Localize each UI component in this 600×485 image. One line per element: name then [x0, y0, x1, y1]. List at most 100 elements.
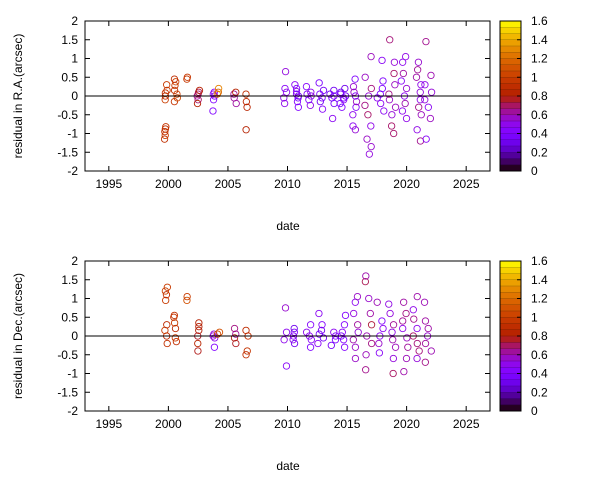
data-point — [354, 328, 362, 336]
data-point — [413, 66, 422, 74]
x-tick-label: 2005 — [215, 177, 242, 191]
x-tick-label: 1995 — [95, 417, 122, 431]
data-point — [385, 300, 393, 308]
y-tick-label: 2 — [71, 14, 78, 28]
data-point — [280, 99, 289, 108]
data-point — [290, 324, 298, 333]
dec-colorbar: 0 0.2 0.4 0.6 0.8 1 1.2 1.4 1.6 — [499, 254, 548, 418]
dec-residual-panel: residual in Dec.(arcsec) date 1995 2000 20… — [11, 254, 548, 473]
data-point — [361, 73, 369, 81]
data-point — [402, 114, 411, 123]
data-point — [421, 317, 430, 325]
colorbar-band — [500, 361, 521, 368]
data-point — [416, 88, 424, 96]
colorbar-band — [500, 267, 521, 274]
data-point — [362, 272, 370, 280]
data-point — [282, 88, 291, 96]
data-point — [340, 96, 348, 104]
data-point — [413, 339, 421, 348]
data-point — [410, 315, 418, 323]
colorbar-band — [500, 398, 521, 406]
data-point — [409, 306, 417, 314]
data-point — [362, 366, 370, 374]
data-point — [398, 58, 407, 66]
colorbar-band — [500, 273, 521, 281]
data-point — [404, 343, 412, 351]
data-point — [350, 309, 358, 318]
data-point — [391, 103, 400, 111]
colorbar-tick-label: 0.2 — [531, 145, 548, 159]
data-point — [338, 103, 346, 111]
data-point — [389, 369, 397, 378]
data-point — [163, 339, 171, 348]
data-point — [427, 88, 436, 96]
colorbar-tick-label: 1.2 — [531, 292, 548, 306]
dec-x-axis-label: date — [276, 459, 300, 473]
ra-x-axis-label: date — [276, 219, 300, 233]
data-point — [339, 336, 348, 344]
colorbar-band — [500, 64, 521, 72]
data-point — [379, 77, 387, 85]
data-point — [183, 73, 192, 81]
data-point — [361, 101, 369, 110]
data-point — [289, 336, 297, 344]
data-point — [402, 309, 410, 318]
data-point — [160, 135, 169, 143]
y-tick-label: -0.5 — [57, 348, 78, 362]
data-point — [230, 324, 239, 333]
colorbar-band — [500, 354, 521, 362]
data-point — [317, 326, 326, 335]
data-point — [243, 347, 251, 355]
colorbar-band — [500, 77, 521, 84]
colorbar-band — [500, 71, 521, 78]
data-point — [378, 317, 386, 325]
colorbar-band — [500, 108, 521, 116]
data-point — [337, 88, 345, 96]
data-point — [232, 88, 240, 96]
dec-axis-ticks: 1995 2000 2005 2010 2015 2020 2025 -2 -1.5 -1 -0.5… — [57, 254, 490, 431]
data-point — [306, 101, 314, 110]
y-tick-label: 1.5 — [61, 33, 78, 47]
data-point — [292, 90, 301, 98]
colorbar-band — [500, 329, 521, 337]
data-point — [415, 103, 423, 111]
data-point — [367, 84, 375, 93]
data-point — [292, 87, 301, 96]
data-point — [316, 90, 324, 98]
data-point — [171, 334, 179, 342]
y-tick-label: 1 — [71, 292, 78, 306]
y-tick-label: 1.5 — [61, 273, 78, 287]
data-point — [375, 349, 384, 357]
data-point — [161, 287, 170, 295]
colorbar-tick-label: 1.2 — [531, 52, 548, 66]
data-point — [386, 36, 394, 44]
data-point — [291, 81, 299, 89]
colorbar-band — [500, 133, 521, 141]
data-point — [161, 127, 169, 136]
colorbar-band — [500, 96, 521, 103]
y-tick-label: 2 — [71, 254, 78, 268]
data-point — [293, 97, 302, 106]
data-point — [162, 296, 170, 305]
colorbar-tick-label: 0 — [531, 404, 538, 418]
data-point — [338, 328, 346, 336]
y-tick-label: -0.5 — [57, 108, 78, 122]
data-point — [352, 103, 360, 111]
data-point — [162, 123, 170, 131]
ra-residual-panel: residual in R.A.(arcsec) date 1995 2000 20… — [11, 14, 548, 233]
data-point — [391, 81, 399, 89]
data-point — [331, 336, 340, 344]
y-tick-label: -2 — [67, 164, 78, 178]
data-point — [193, 99, 202, 108]
colorbar-band — [500, 379, 521, 387]
colorbar-band — [500, 164, 521, 172]
data-point — [361, 277, 370, 286]
data-point — [340, 343, 349, 351]
data-point — [213, 330, 222, 338]
data-point — [294, 103, 302, 111]
data-point — [242, 97, 251, 106]
colorbar-band — [500, 21, 521, 28]
data-point — [328, 114, 337, 123]
data-point — [307, 336, 315, 344]
